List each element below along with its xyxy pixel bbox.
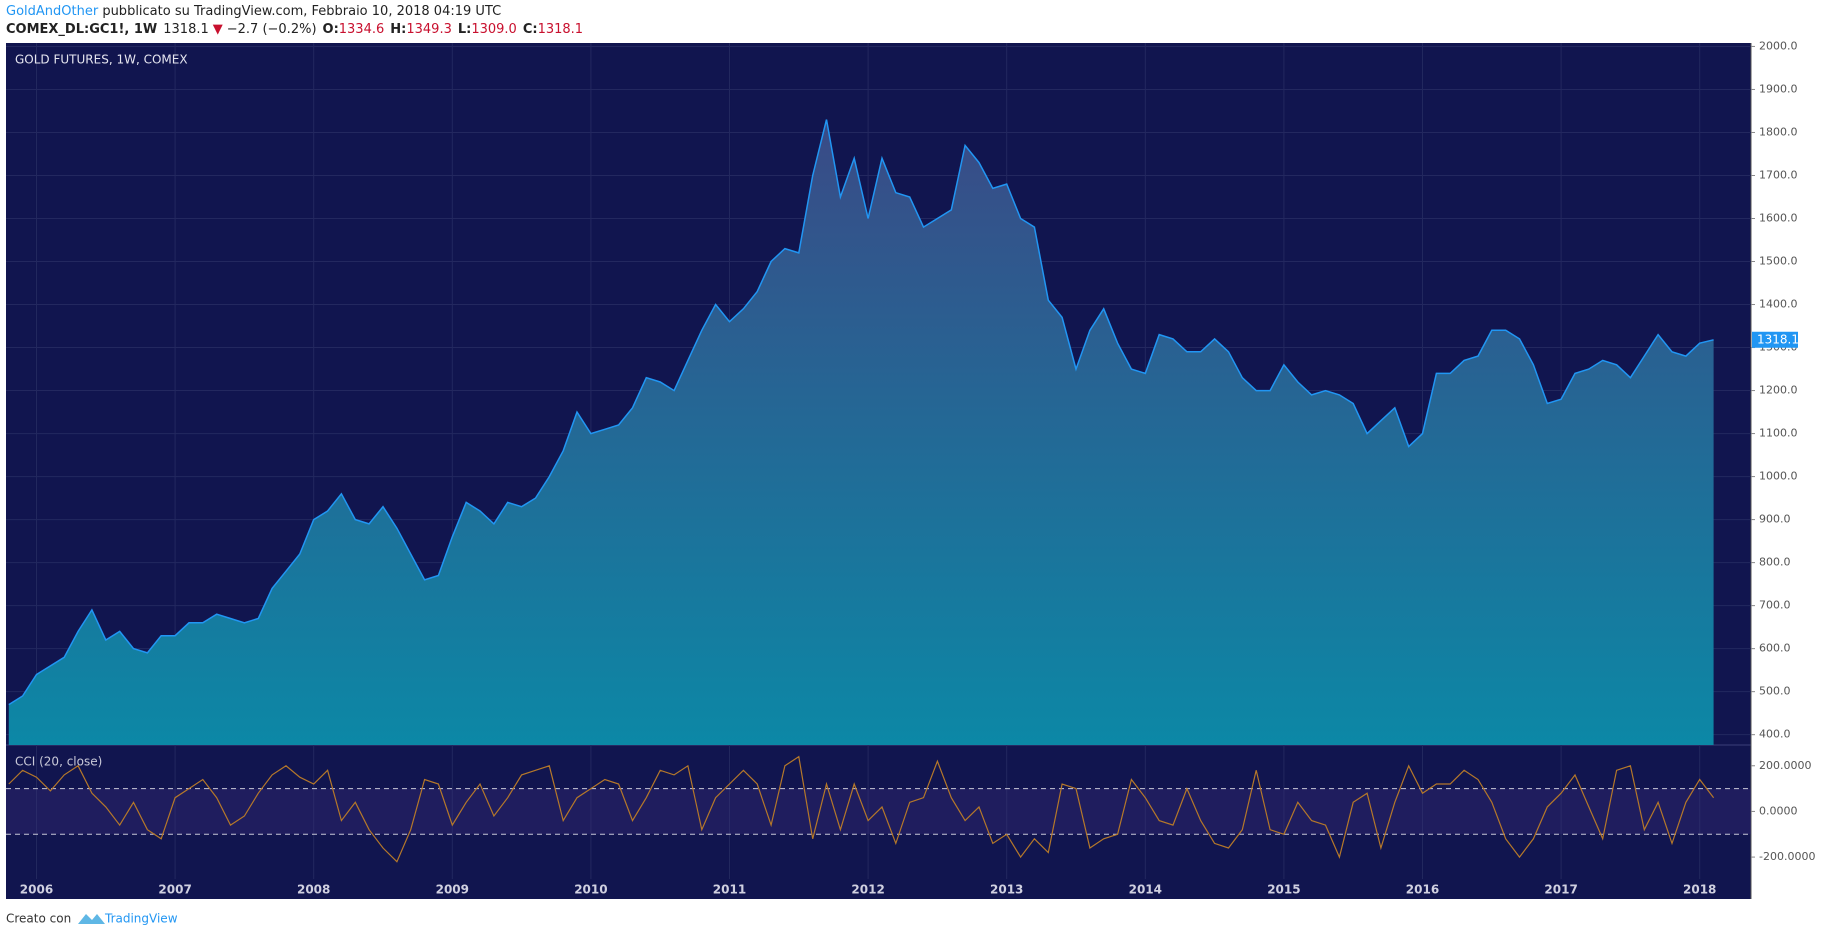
tradingview-logo[interactable] [78,914,105,924]
indicator-title: CCI (20, close) [15,755,102,769]
y-tick-label: 1200.0 [1759,384,1798,397]
x-tick-label: 2018 [1683,883,1716,897]
y-tick-label: 0.0000 [1759,804,1798,817]
y-tick-label: 1700.0 [1759,168,1798,181]
low: 1309.0 [471,22,517,37]
footer-brand[interactable]: TradingView [104,912,178,926]
x-tick-label: 2014 [1129,883,1162,897]
high: 1349.3 [406,22,452,37]
publish-line: GoldAndOther pubblicato su TradingView.c… [6,4,501,19]
footer-made-with: Creato con [6,912,71,926]
low-label: L: [458,22,471,37]
x-tick-label: 2013 [990,883,1023,897]
symbol: COMEX_DL:GC1!, 1W [6,22,157,37]
y-tick-label: 1800.0 [1759,125,1798,138]
x-tick-label: 2015 [1267,883,1300,897]
price-line [8,119,1714,706]
y-tick-label: 1400.0 [1759,298,1798,311]
y-tick-label: 2000.0 [1759,39,1798,52]
x-tick-label: 2017 [1544,883,1577,897]
y-tick-label: 600.0 [1759,642,1791,655]
y-tick-label: 200.0000 [1759,759,1812,772]
last: 1318.1 [163,22,209,37]
x-tick-label: 2016 [1406,883,1439,897]
y-tick-label: 1000.0 [1759,470,1798,483]
last-price-tag [1752,331,1798,348]
time-axis-background [6,879,1751,899]
pane-title: GOLD FUTURES, 1W, COMEX [15,53,188,67]
area-fill [8,119,1714,746]
last-price-label: 1318.1 [1757,332,1799,346]
y-tick-label: 500.0 [1759,685,1791,698]
y-tick-label: 800.0 [1759,556,1791,569]
y-tick-label: -200.0000 [1759,850,1815,863]
x-tick-label: 2012 [851,883,884,897]
y-tick-label: 400.0 [1759,728,1791,741]
open: 1334.6 [339,22,385,37]
y-tick-label: 1600.0 [1759,212,1798,225]
y-tick-label: 1900.0 [1759,82,1798,95]
x-tick-label: 2006 [20,883,53,897]
close-label: C: [523,22,538,37]
y-tick-label: 1500.0 [1759,255,1798,268]
close: 1318.1 [538,22,584,37]
y-tick-label: 1100.0 [1759,427,1798,440]
arrow: ▼ [213,22,223,37]
band-fill [6,788,1751,835]
x-tick-label: 2008 [297,883,330,897]
high-label: H: [390,22,406,37]
x-tick-label: 2009 [436,883,469,897]
y-tick-label: 900.0 [1759,513,1791,526]
change: −2.7 (−0.2%) [227,22,317,37]
x-tick-label: 2010 [574,883,607,897]
chart-layer: 2006 2007 2008 2009 2010 2011 2012 2013 2014 2015… [6,39,1815,897]
author[interactable]: GoldAndOther [6,4,99,19]
x-tick-label: 2007 [158,883,191,897]
indicator-line [8,755,1715,863]
published: pubblicato su TradingView.com, Febbraio … [98,4,501,19]
open-label: O: [323,22,339,37]
symbol-line: COMEX_DL:GC1!, 1W 1318.1 ▼ −2.7 (−0.2%) O:13… [6,22,583,37]
y-tick-label: 700.0 [1759,599,1791,612]
x-tick-label: 2011 [713,883,746,897]
